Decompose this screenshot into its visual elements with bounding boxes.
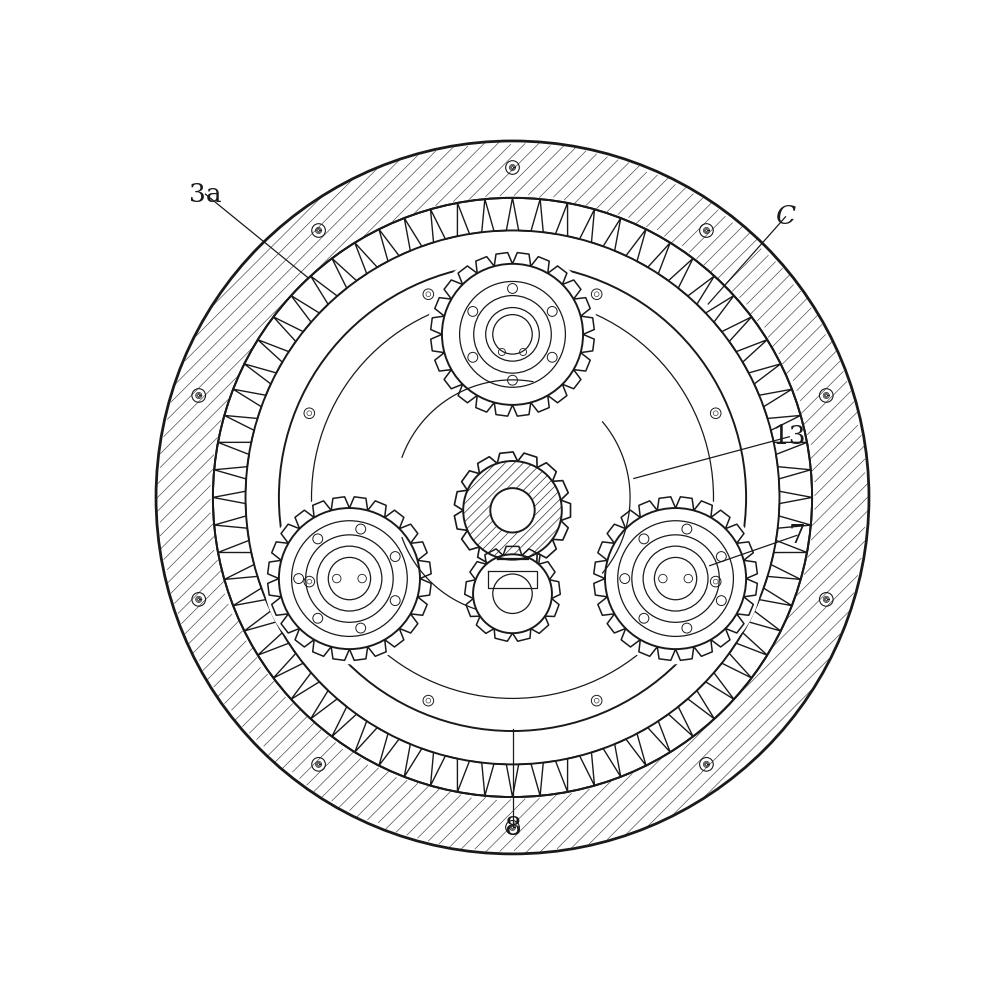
Circle shape (442, 264, 583, 405)
Text: C: C (775, 204, 796, 230)
Polygon shape (488, 571, 537, 588)
Text: 7: 7 (788, 523, 805, 548)
Circle shape (457, 539, 568, 649)
Text: 8: 8 (504, 815, 521, 840)
Circle shape (247, 232, 778, 763)
Circle shape (447, 444, 578, 576)
Circle shape (473, 555, 552, 633)
Circle shape (264, 492, 435, 664)
Text: 13: 13 (773, 425, 806, 449)
Circle shape (463, 461, 562, 559)
Circle shape (427, 248, 598, 420)
Circle shape (605, 508, 746, 649)
Circle shape (279, 508, 420, 649)
Text: 3a: 3a (189, 181, 222, 207)
Circle shape (590, 492, 761, 664)
Circle shape (490, 489, 535, 533)
